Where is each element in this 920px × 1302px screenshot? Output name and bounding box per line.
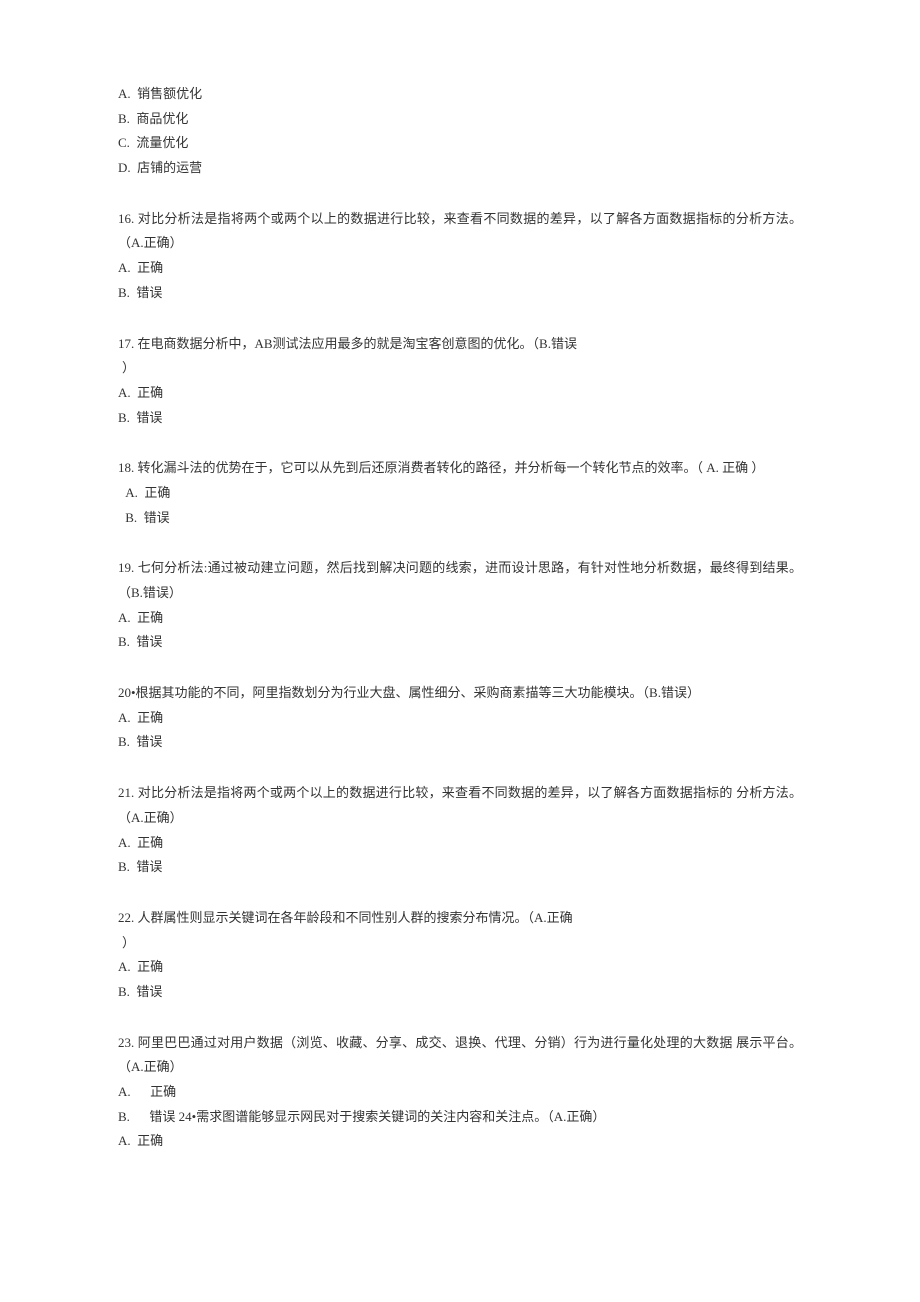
option-a: A. 正确	[118, 381, 802, 406]
option-label: A.	[118, 959, 131, 974]
option-text: 正确	[137, 835, 163, 850]
option-text: 正确	[137, 959, 163, 974]
option-label: B.	[118, 984, 130, 999]
option-text: 错误	[136, 984, 162, 999]
option-b: B. 错误	[118, 406, 802, 431]
option-a-trailing: A. 正确	[118, 1129, 802, 1154]
question-prompt: 20•根据其功能的不同，阿里指数划分为行业大盘、属性细分、采购商素描等三大功能模…	[118, 681, 802, 706]
option-c: C. 流量优化	[118, 131, 802, 156]
option-text: 错误	[136, 734, 162, 749]
question-prompt: 21. 对比分析法是指将两个或两个以上的数据进行比较，来查看不同数据的差异，以了…	[118, 781, 802, 830]
option-label: B.	[125, 510, 137, 525]
option-label: A.	[118, 1133, 131, 1148]
option-text: 正确	[137, 260, 163, 275]
option-text: 正确	[150, 1084, 176, 1099]
question-prompt: 22. 人群属性则显示关键词在各年龄段和不同性别人群的搜索分布情况。（A.正确	[118, 906, 802, 931]
option-text: 销售额优化	[137, 86, 202, 101]
question-prompt-cont: ）	[118, 356, 802, 381]
option-d: D. 店铺的运营	[118, 156, 802, 181]
question-17: 17. 在电商数据分析中，AB测试法应用最多的就是淘宝客创意图的优化。（B.错误…	[118, 332, 802, 431]
option-text: 商品优化	[136, 111, 188, 126]
option-label: A.	[118, 86, 131, 101]
question-15-options: A. 销售额优化 B. 商品优化 C. 流量优化 D. 店铺的运营	[118, 82, 802, 181]
option-a: A. 正确	[118, 1080, 802, 1105]
option-text: 错误	[144, 510, 170, 525]
option-b: B. 错误	[118, 630, 802, 655]
option-a: A. 正确	[118, 606, 802, 631]
option-label: A.	[118, 610, 131, 625]
option-a: A. 正确	[118, 481, 802, 506]
option-text: 错误	[136, 859, 162, 874]
option-b: B. 错误	[118, 730, 802, 755]
option-label: B.	[118, 1109, 130, 1124]
option-b: B. 错误	[118, 281, 802, 306]
option-label: B.	[118, 859, 130, 874]
question-20: 20•根据其功能的不同，阿里指数划分为行业大盘、属性细分、采购商素描等三大功能模…	[118, 681, 802, 755]
question-19: 19. 七何分析法:通过被动建立问题，然后找到解决问题的线索，进而设计思路，有针…	[118, 556, 802, 655]
option-text: 正确	[144, 485, 170, 500]
option-b: B. 商品优化	[118, 107, 802, 132]
option-label: A.	[118, 710, 131, 725]
option-label: A.	[118, 385, 131, 400]
option-a: A. 正确	[118, 831, 802, 856]
option-text: 正确	[137, 610, 163, 625]
option-label: D.	[118, 160, 131, 175]
question-prompt: 23. 阿里巴巴通过对用户数据（浏览、收藏、分享、成交、退换、代理、分销）行为进…	[118, 1031, 802, 1080]
question-16: 16. 对比分析法是指将两个或两个以上的数据进行比较，来查看不同数据的差异，以了…	[118, 207, 802, 306]
option-label: B.	[118, 111, 130, 126]
option-label: B.	[118, 410, 130, 425]
question-prompt: 16. 对比分析法是指将两个或两个以上的数据进行比较，来查看不同数据的差异，以了…	[118, 207, 802, 256]
question-prompt-cont: ）	[118, 931, 802, 956]
option-text: 错误	[136, 285, 162, 300]
document-page: A. 销售额优化 B. 商品优化 C. 流量优化 D. 店铺的运营 16. 对比…	[0, 0, 920, 1302]
option-label: B.	[118, 734, 130, 749]
question-23: 23. 阿里巴巴通过对用户数据（浏览、收藏、分享、成交、退换、代理、分销）行为进…	[118, 1031, 802, 1154]
option-label: A.	[125, 485, 138, 500]
option-text: 错误	[136, 410, 162, 425]
option-label: B.	[118, 634, 130, 649]
option-b: B. 错误	[118, 506, 802, 531]
question-22: 22. 人群属性则显示关键词在各年龄段和不同性别人群的搜索分布情况。（A.正确 …	[118, 906, 802, 1005]
question-prompt: 18. 转化漏斗法的优势在于，它可以从先到后还原消费者转化的路径，并分析每一个转…	[118, 456, 802, 481]
option-b: B. 错误	[118, 980, 802, 1005]
option-b: B. 错误 24•需求图谱能够显示网民对于搜索关键词的关注内容和关注点。（A.正…	[118, 1105, 802, 1130]
question-prompt: 17. 在电商数据分析中，AB测试法应用最多的就是淘宝客创意图的优化。（B.错误	[118, 332, 802, 357]
option-label: B.	[118, 285, 130, 300]
option-text: 错误 24•需求图谱能够显示网民对于搜索关键词的关注内容和关注点。（A.正确）	[149, 1109, 605, 1124]
question-21: 21. 对比分析法是指将两个或两个以上的数据进行比较，来查看不同数据的差异，以了…	[118, 781, 802, 880]
option-text: 正确	[137, 710, 163, 725]
option-text: 店铺的运营	[137, 160, 202, 175]
option-a: A. 正确	[118, 256, 802, 281]
option-a: A. 正确	[118, 706, 802, 731]
option-b: B. 错误	[118, 855, 802, 880]
option-text: 正确	[137, 385, 163, 400]
option-text: 错误	[136, 634, 162, 649]
option-label: C.	[118, 135, 130, 150]
option-label: A.	[118, 835, 131, 850]
option-label: A.	[118, 260, 131, 275]
option-text: 流量优化	[136, 135, 188, 150]
option-a: A. 销售额优化	[118, 82, 802, 107]
question-prompt: 19. 七何分析法:通过被动建立问题，然后找到解决问题的线索，进而设计思路，有针…	[118, 556, 802, 605]
option-label: A.	[118, 1084, 131, 1099]
option-text: 正确	[137, 1133, 163, 1148]
question-18: 18. 转化漏斗法的优势在于，它可以从先到后还原消费者转化的路径，并分析每一个转…	[118, 456, 802, 530]
option-a: A. 正确	[118, 955, 802, 980]
